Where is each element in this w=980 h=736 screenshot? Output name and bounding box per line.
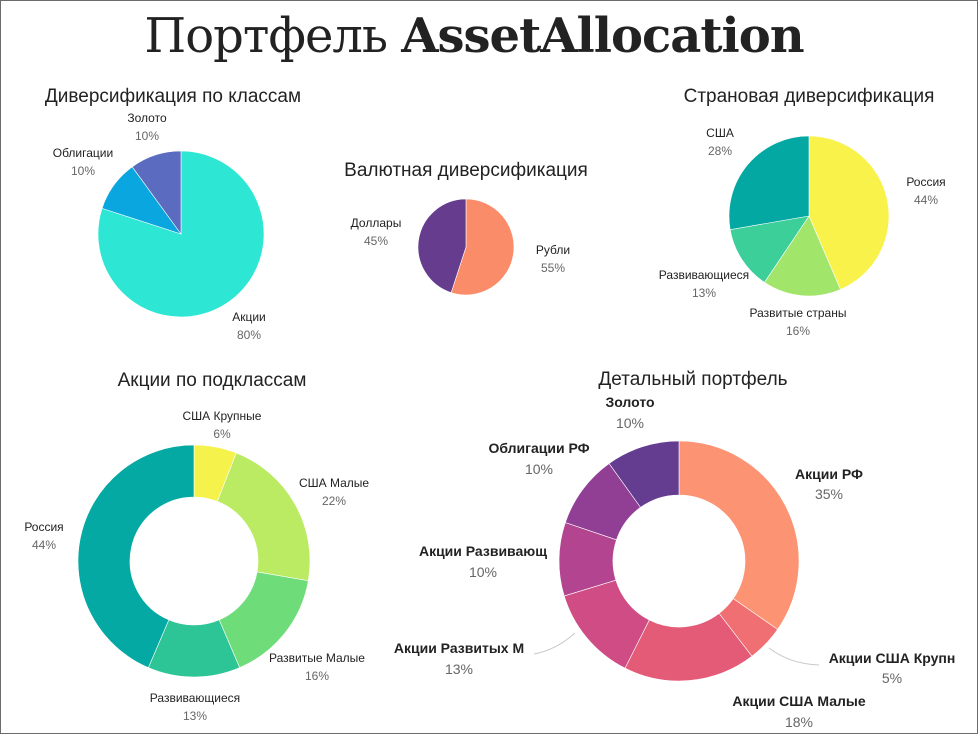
chart-detailed-title: Детальный портфель <box>598 369 787 390</box>
slice-percent: 10% <box>135 129 159 143</box>
slice-percent: 10% <box>71 164 95 178</box>
pie-slice-detailed-0 <box>678 440 800 630</box>
slice-percent: 28% <box>708 144 732 158</box>
slice-label: Россия <box>24 520 63 534</box>
slice-label: Акции США Малые <box>732 693 865 709</box>
pie-slice-subclasses-1 <box>216 452 311 582</box>
chart-classes-slices <box>97 150 265 318</box>
slice-label: Развитые страны <box>750 306 847 320</box>
chart-classes-title: Диверсификация по классам <box>45 86 301 107</box>
chart-classes: Диверсификация по классам Акции 80% Обли… <box>45 86 301 342</box>
slice-label: Доллары <box>351 216 402 230</box>
slice-percent: 10% <box>469 564 497 580</box>
pie-slice-currency-1 <box>417 198 467 294</box>
chart-country: Страновая диверсификация Россия 44% Разв… <box>659 86 946 338</box>
slice-label: Россия <box>906 175 945 189</box>
pie-slice-detailed-6 <box>608 440 680 508</box>
slice-label: Облигации РФ <box>488 440 589 456</box>
slice-label: Акции <box>232 310 266 324</box>
slice-percent: 45% <box>364 234 388 248</box>
chart-detailed-leaders <box>533 632 820 666</box>
slice-percent: 6% <box>213 427 231 441</box>
chart-currency: Валютная диверсификация Рубли 55% Доллар… <box>344 160 588 296</box>
slice-label: Развивающиеся <box>150 691 240 705</box>
slice-label: США <box>706 126 734 140</box>
pie-slice-country-3 <box>728 135 810 230</box>
page-title: Портфель AssetAllocation <box>0 8 948 64</box>
chart-currency-slices <box>417 198 515 296</box>
slice-label: Рубли <box>536 243 570 257</box>
leader-line <box>533 632 576 655</box>
slice-percent: 5% <box>882 670 902 686</box>
chart-subclasses: Акции по подклассам США Крупные 6% США М… <box>24 370 369 723</box>
chart-country-slices <box>728 135 890 297</box>
pie-slice-classes-2 <box>131 150 182 235</box>
slice-label: Развитые Малые <box>269 651 365 665</box>
slice-percent: 13% <box>183 709 207 723</box>
slice-label: США Малые <box>299 476 369 490</box>
slice-label: Золото <box>605 394 654 410</box>
slice-label: Акции РФ <box>795 466 863 482</box>
slice-percent: 80% <box>237 328 261 342</box>
slice-label: Акции США Крупн <box>829 650 956 666</box>
page-title-bold: AssetAllocation <box>401 8 804 64</box>
pie-slice-currency-0 <box>450 198 515 296</box>
slice-label: Развивающиеся <box>659 268 749 282</box>
leader-line <box>768 647 820 666</box>
chart-subclasses-title: Акции по подклассам <box>118 370 307 391</box>
slice-label: Золото <box>127 111 167 125</box>
slice-label: США Крупные <box>183 409 262 423</box>
slice-percent: 35% <box>815 486 843 502</box>
pie-slice-subclasses-4 <box>77 444 195 669</box>
slice-percent: 18% <box>785 714 813 730</box>
slice-label: Акции Развивающ <box>419 543 547 559</box>
slice-percent: 16% <box>305 669 329 683</box>
chart-subclasses-slices <box>77 444 311 678</box>
slice-percent: 44% <box>32 538 56 552</box>
chart-country-title: Страновая диверсификация <box>684 86 935 107</box>
slice-percent: 13% <box>445 661 473 677</box>
slice-percent: 55% <box>541 261 565 275</box>
pie-slice-country-1 <box>764 215 841 297</box>
chart-currency-title: Валютная диверсификация <box>344 160 588 181</box>
chart-country-labels: Россия 44% Развитые страны 16% Развивающ… <box>659 126 946 338</box>
slice-percent: 44% <box>914 193 938 207</box>
slice-label: Акции Развитых М <box>394 640 524 656</box>
page-title-light: Портфель <box>144 8 402 64</box>
slice-label: Облигации <box>53 146 113 160</box>
chart-subclasses-labels: США Крупные 6% США Малые 22% Развитые Ма… <box>24 409 369 723</box>
chart-classes-labels: Акции 80% Облигации 10% Золото 10% <box>53 111 266 342</box>
pie-slice-country-0 <box>808 135 890 290</box>
slice-percent: 10% <box>616 415 644 431</box>
chart-detailed-slices <box>558 440 800 682</box>
slice-percent: 10% <box>525 461 553 477</box>
slice-percent: 16% <box>786 324 810 338</box>
slice-percent: 13% <box>692 286 716 300</box>
chart-currency-labels: Рубли 55% Доллары 45% <box>351 216 570 275</box>
chart-detailed: Детальный портфель Акции РФ 35% Акции СШ… <box>394 369 955 730</box>
pie-slice-country-2 <box>729 215 810 283</box>
slice-percent: 22% <box>322 494 346 508</box>
chart-detailed-labels: Акции РФ 35% Акции США Крупн 5% Акции СШ… <box>394 394 955 730</box>
